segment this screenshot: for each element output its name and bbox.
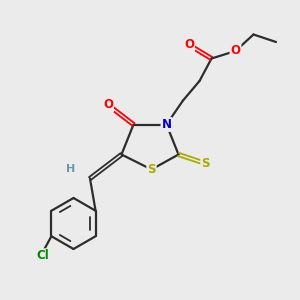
Text: H: H <box>66 164 75 175</box>
Text: Cl: Cl <box>36 249 49 262</box>
Text: S: S <box>147 163 156 176</box>
Text: N: N <box>161 118 172 131</box>
Text: O: O <box>103 98 113 112</box>
Text: S: S <box>201 157 210 170</box>
Text: O: O <box>184 38 194 52</box>
Text: O: O <box>230 44 241 58</box>
